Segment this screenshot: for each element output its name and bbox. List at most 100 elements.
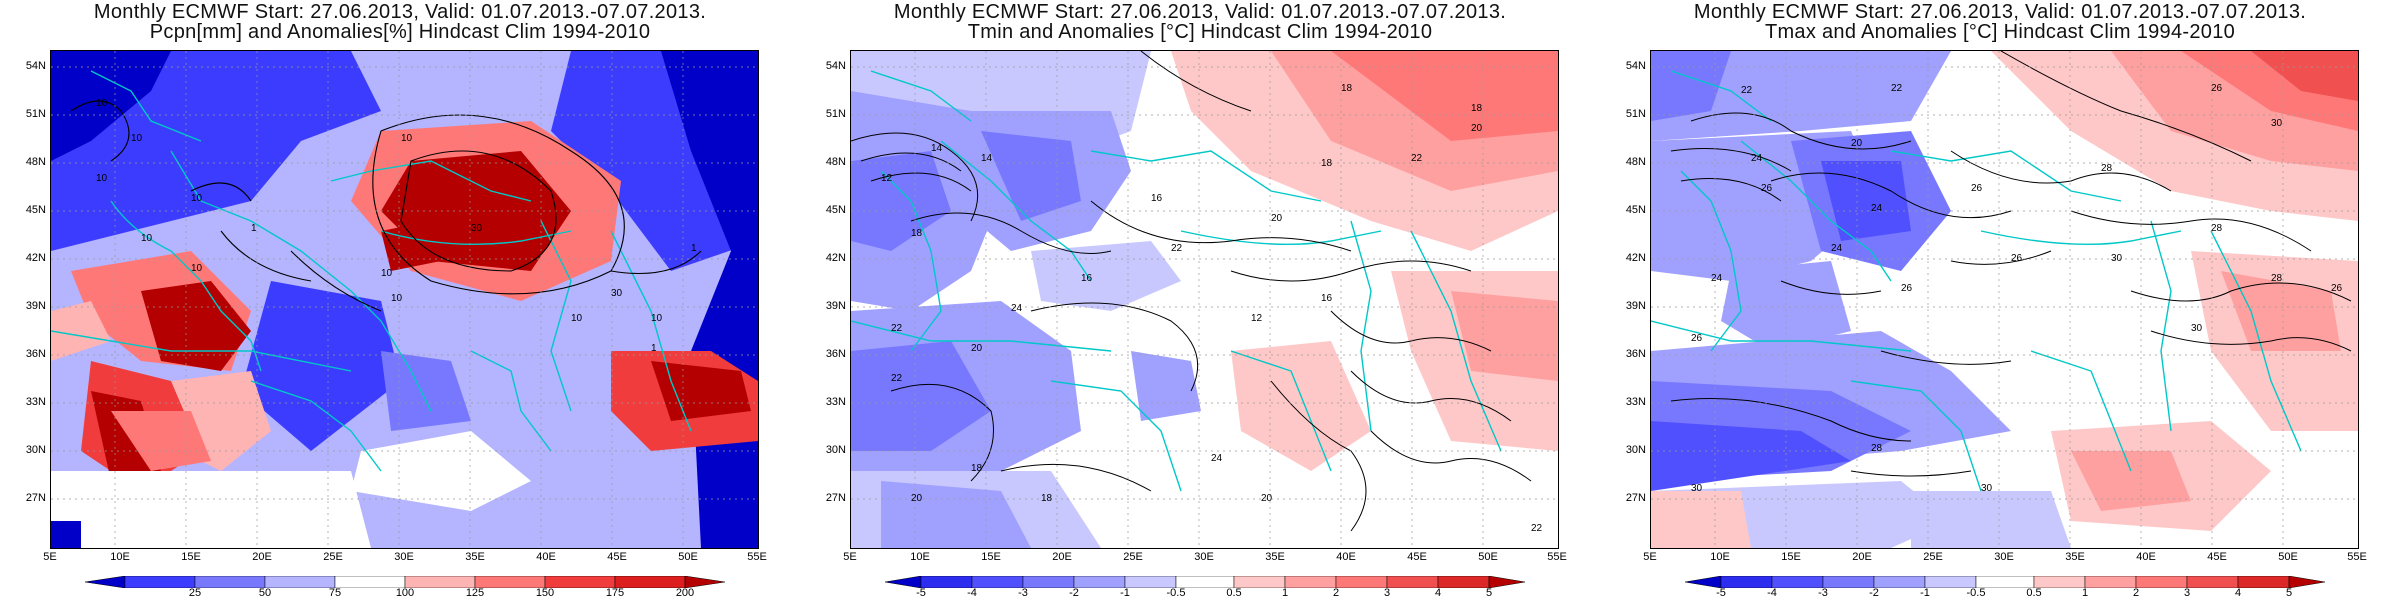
lat-tick-label: 39N [25, 300, 46, 312]
panel-title-line2: Pcpn[mm] and Anomalies[%] Hindcast Clim … [149, 21, 651, 43]
precip-map: 10 10 10 10 10 10 10 10 1 10 30 30 10 1 … [50, 50, 759, 549]
contour-label: 28 [2271, 273, 2283, 284]
colorbar-label: -5 [1716, 587, 1726, 599]
lon-tick-label: 55E [747, 551, 767, 563]
contour-label: 30 [611, 288, 623, 299]
contour-label: 16 [1081, 273, 1093, 284]
colorbar-label: 50 [258, 587, 272, 599]
contour-label: 22 [891, 323, 903, 334]
lat-tick-label: 51N [25, 108, 46, 120]
contour-label: 14 [981, 153, 993, 164]
contour-label: 26 [1901, 283, 1913, 294]
lat-tick-label: 33N [825, 396, 846, 408]
colorbar-label: -1 [1120, 587, 1130, 599]
lat-tick-label: 27N [825, 492, 846, 504]
contour-label: 30 [2191, 323, 2203, 334]
colorbar-label: 1 [2081, 587, 2089, 599]
tmin-colorbar [885, 576, 1525, 588]
lat-tick-label: 51N [825, 108, 846, 120]
contour-label: 26 [2011, 253, 2023, 264]
lat-tick-label: 48N [825, 156, 846, 168]
lon-tick-label: 30E [394, 551, 414, 563]
lat-tick-label: 48N [25, 156, 46, 168]
colorbar-label: 75 [328, 587, 342, 599]
colorbar-label: 175 [605, 587, 625, 599]
contour-label: 18 [1471, 103, 1483, 114]
lon-tick-label: 20E [1852, 551, 1872, 563]
lon-tick-label: 45E [2207, 551, 2227, 563]
colorbar-label: -3 [1018, 587, 1028, 599]
colorbar-label: -0.5 [1166, 587, 1186, 599]
colorbar-label: 100 [395, 587, 415, 599]
contour-label: 10 [131, 133, 143, 144]
contour-label: 26 [1761, 183, 1773, 194]
lat-tick-label: 51N [1625, 108, 1646, 120]
contour-label: 20 [1471, 123, 1483, 134]
contour-label: 20 [971, 343, 983, 354]
colorbar-label: -5 [916, 587, 926, 599]
colorbar-label: -4 [1767, 587, 1777, 599]
lat-tick-label: 54N [825, 60, 846, 72]
lon-tick-label: 40E [1336, 551, 1356, 563]
panel-title-line2: Tmin and Anomalies [°C] Hindcast Clim 19… [967, 21, 1433, 43]
contour-label: 12 [1251, 313, 1263, 324]
tmin-map: 18 14 12 14 18 16 20 12 16 18 22 22 18 2… [850, 50, 1559, 549]
colorbar-label: -4 [967, 587, 977, 599]
lon-tick-label: 30E [1194, 551, 1214, 563]
contour-label: 1 [251, 223, 257, 234]
lat-tick-label: 30N [25, 444, 46, 456]
lon-tick-label: 25E [1923, 551, 1943, 563]
contour-label: 30 [1981, 483, 1993, 494]
lat-tick-label: 42N [25, 252, 46, 264]
tmax-colorbar [1685, 576, 2325, 588]
lat-tick-label: 45N [1625, 204, 1646, 216]
contour-label: 22 [1531, 523, 1543, 534]
tmax-panel: Monthly ECMWF Start: 27.06.2013, Valid: … [1600, 0, 2400, 600]
precip-panel: Monthly ECMWF Start: 27.06.2013, Valid: … [0, 0, 800, 600]
lon-tick-label: 25E [1123, 551, 1143, 563]
lat-tick-label: 45N [25, 204, 46, 216]
colorbar-label: 4 [2234, 587, 2242, 599]
tmax-map-svg: 22 22 26 20 24 26 30 24 24 26 28 26 26 3… [1651, 51, 2358, 548]
colorbar-label: 0.5 [2026, 587, 2042, 599]
contour-label: 24 [1871, 203, 1883, 214]
contour-label: 14 [931, 143, 943, 154]
contour-label: 26 [1691, 333, 1703, 344]
lat-tick-label: 48N [1625, 156, 1646, 168]
colorbar-label: -0.5 [1966, 587, 1986, 599]
contour-label: 10 [96, 173, 108, 184]
lon-tick-label: 20E [252, 551, 272, 563]
lat-tick-label: 39N [1625, 300, 1646, 312]
precip-colorbar [85, 576, 725, 588]
lon-tick-label: 50E [1478, 551, 1498, 563]
contour-label: 30 [471, 223, 483, 234]
contour-label: 22 [1741, 85, 1753, 96]
contour-label: 18 [1041, 493, 1053, 504]
contour-label: 30 [2271, 118, 2283, 129]
lon-tick-label: 10E [1710, 551, 1730, 563]
lon-tick-label: 35E [1265, 551, 1285, 563]
tmax-map: 22 22 26 20 24 26 30 24 24 26 28 26 26 3… [1650, 50, 2359, 549]
contour-label: 24 [1751, 153, 1763, 164]
panel-title-line2: Tmax and Anomalies [°C] Hindcast Clim 19… [1764, 21, 2236, 43]
contour-label: 26 [2331, 283, 2343, 294]
contour-label: 10 [651, 313, 663, 324]
colorbar-label: -3 [1818, 587, 1828, 599]
panel-title-line1: Monthly ECMWF Start: 27.06.2013, Valid: … [93, 1, 707, 23]
colorbar-label: 0.5 [1226, 587, 1242, 599]
contour-label: 12 [881, 173, 893, 184]
colorbar-label: 150 [535, 587, 555, 599]
lon-tick-label: 15E [181, 551, 201, 563]
contour-label: 24 [1711, 273, 1723, 284]
lon-tick-label: 50E [2278, 551, 2298, 563]
contour-label: 24 [1011, 303, 1023, 314]
contour-label: 1 [691, 243, 697, 254]
lat-tick-label: 54N [25, 60, 46, 72]
colorbar-label: 1 [1281, 587, 1289, 599]
contour-label: 30 [2111, 253, 2123, 264]
contour-label: 18 [971, 463, 983, 474]
lon-tick-label: 55E [2347, 551, 2367, 563]
colorbar-label: 2 [1332, 587, 1340, 599]
contour-label: 10 [191, 263, 203, 274]
lat-tick-label: 54N [1625, 60, 1646, 72]
